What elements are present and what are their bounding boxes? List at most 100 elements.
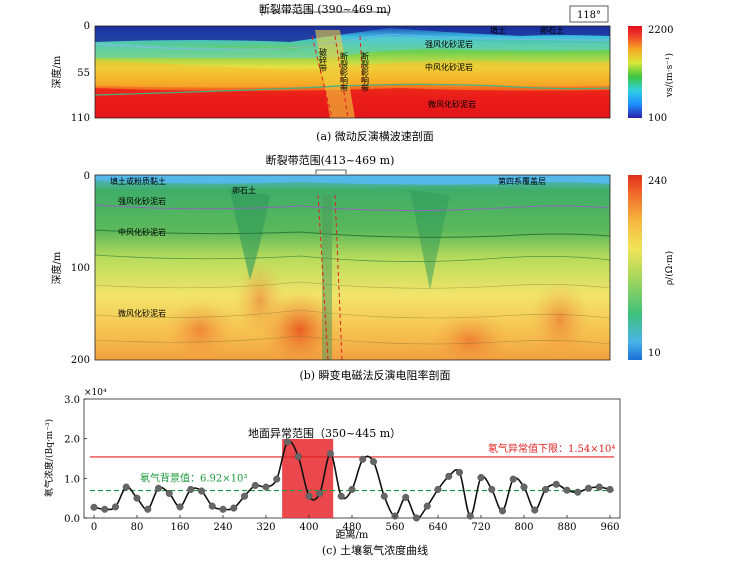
radon-point-300 [251,481,259,490]
threshold-label: 氡气异常值下限：1.54×10⁴ [488,442,615,455]
y-tick-label-2: 2.0 [64,435,80,446]
radon-point-380 [294,452,302,461]
radon-point-80 [133,494,141,502]
radon-point-340 [273,475,281,483]
x-tick-label-80: 80 [131,522,144,533]
panel-b: 断裂带范围(413~469 m) 填土或粉质黏土 卵石土 第四系覆盖层 强风化砂… [50,153,675,382]
radon-point-920 [584,484,593,492]
radon-point-680 [455,468,464,476]
radon-point-960 [606,485,614,493]
x-tick-label-240: 240 [213,522,232,533]
panel-b-layer-medium: 中风化砂泥岩 [118,227,166,237]
panel-a-colorbar-label: vs/(m·s⁻¹) [664,53,675,98]
panel-b-range-bracket [315,169,347,174]
panel-a-ylabel: 深度/m [50,55,63,88]
radon-point-840 [541,485,550,493]
panel-b-colorbar-min: 10 [648,348,661,359]
y-axis-label: 氡气浓度/(Bq·m⁻³) [43,419,55,497]
panel-a-azimuth: 118° [577,10,601,21]
radon-point-640 [434,485,442,493]
radon-point-780 [509,475,517,483]
panel-b-layer-gravel: 卵石土 [232,185,256,195]
panel-a-range-bracket [261,11,389,16]
radon-point-240 [219,505,227,513]
radon-point-200 [197,487,206,495]
radon-point-280 [240,492,249,500]
panel-a-range-label: 断裂带范围 (390~469 m) [259,2,391,16]
x-tick-label-320: 320 [256,522,275,533]
panel-b-ytick-200: 200 [71,355,90,366]
radon-point-160 [176,503,184,511]
panel-b-ylabel: 深度/m [50,251,63,284]
panel-a-zone-influence-2: 断裂影响带 [361,51,370,93]
panel-a-ytick-55: 55 [77,68,90,79]
panel-b-layer-weak: 微风化砂泥岩 [118,308,166,318]
x-tick-label-880: 880 [557,522,576,533]
panel-a-layer-fill: 填土 [490,25,506,35]
panel-c-caption: (c) 土壤氡气浓度曲线 [322,543,428,557]
y-tick-label-0: 0.0 [64,514,80,525]
panel-a-zone-broken: 破碎带 [319,47,328,73]
radon-point-520 [369,458,378,466]
panel-a-ytick-0: 0 [84,21,90,32]
x-tick-label-160: 160 [170,522,189,533]
panel-b-frame [94,174,611,361]
radon-point-220 [208,502,216,510]
y-tick-label-3: 3.0 [64,395,80,406]
x-tick-label-640: 640 [428,522,447,533]
radon-point-760 [498,507,507,515]
radon-point-420 [316,489,324,497]
radon-point-820 [531,506,539,514]
x-tick-label-480: 480 [342,522,361,533]
panel-c-frame [83,398,621,519]
x-tick-label-720: 720 [471,522,490,533]
panel-a-frame [94,25,611,119]
anomaly-range-label: 地面异常范围（350~445 m） [248,426,401,440]
panel-a-colorbar-min: 100 [648,113,667,124]
radon-point-320 [262,483,270,491]
radon-point-400 [305,492,313,500]
radon-point-660 [445,472,453,480]
radon-point-940 [595,483,603,491]
radon-point-40 [111,503,120,511]
panel-a-layer-strong: 强风化砂泥岩 [425,39,473,49]
panel-b-colorbar [628,175,642,360]
panel-b-colorbar-label: ρ/(Ω·m) [664,251,675,285]
x-tick-label-400: 400 [299,522,318,533]
radon-point-540 [380,492,388,500]
radon-point-720 [477,473,485,482]
panel-a-azimuth-box [569,5,609,23]
x-tick-label-560: 560 [385,522,404,533]
panel-a: 断裂带范围 (390~469 m) 118° 填土 卵石土 强风化砂泥岩 中风化… [50,2,675,143]
panel-b-layer-strong: 强风化砂泥岩 [118,196,166,206]
panel-b-layer-quaternary: 第四系覆盖层 [498,176,546,186]
anomaly-range-band [282,439,334,518]
panel-a-velocity-section [95,26,610,118]
panel-c-multiplier: ×10⁴ [84,388,107,398]
radon-point-140 [165,489,173,497]
radon-point-60 [122,483,130,491]
x-tick-label-960: 960 [600,522,619,533]
radon-point-0 [90,503,98,511]
radon-point-580 [402,493,410,501]
radon-point-800 [520,483,528,491]
panel-b-ytick-100: 100 [71,263,90,274]
radon-point-740 [488,485,496,493]
panel-a-layer-medium: 中风化砂泥岩 [425,62,473,72]
panel-a-caption: (a) 微动反演横波速剖面 [316,129,434,143]
radon-point-360 [283,438,292,446]
radon-point-600 [412,514,421,522]
radon-point-180 [187,485,195,493]
radon-point-20 [101,505,109,513]
panel-a-colorbar [628,26,642,118]
background-label: 氡气背景值：6.92×10³ [140,472,247,485]
panel-a-layer-gravel: 卵石土 [540,25,564,35]
radon-point-440 [326,450,335,458]
x-tick-label-0: 0 [91,522,97,533]
x-axis-label: 距离/m [336,528,369,541]
panel-b-caption: (b) 瞬变电磁法反演电阻率剖面 [299,368,450,382]
panel-a-ytick-110: 110 [71,113,90,124]
radon-point-460 [337,492,345,500]
panel-b-colorbar-max: 240 [648,176,667,187]
